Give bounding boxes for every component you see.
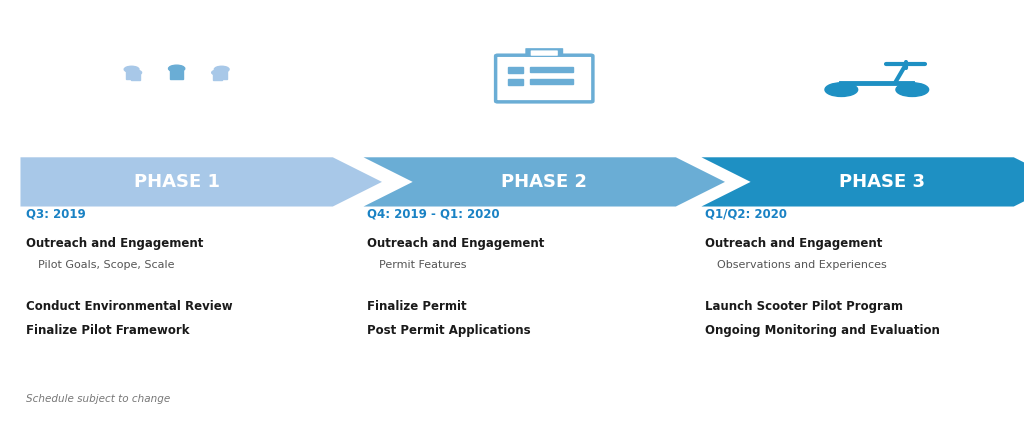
- Bar: [530, 79, 573, 84]
- Polygon shape: [701, 158, 1024, 207]
- Text: Outreach and Engagement: Outreach and Engagement: [26, 237, 203, 250]
- Bar: [216, 70, 227, 79]
- Text: Conduct Environmental Review: Conduct Environmental Review: [26, 300, 232, 313]
- Circle shape: [130, 70, 141, 75]
- Text: Launch Scooter Pilot Program: Launch Scooter Pilot Program: [705, 300, 902, 313]
- FancyBboxPatch shape: [525, 48, 563, 56]
- Text: Q1/Q2: 2020: Q1/Q2: 2020: [705, 208, 786, 220]
- Circle shape: [212, 70, 223, 75]
- Polygon shape: [364, 158, 725, 207]
- Text: Schedule subject to change: Schedule subject to change: [26, 395, 170, 404]
- Circle shape: [214, 66, 229, 72]
- Text: Observations and Experiences: Observations and Experiences: [717, 260, 887, 270]
- Text: Ongoing Monitoring and Evaluation: Ongoing Monitoring and Evaluation: [705, 324, 939, 336]
- Text: Q3: 2019: Q3: 2019: [26, 208, 85, 220]
- Bar: [170, 69, 183, 79]
- Text: Post Permit Applications: Post Permit Applications: [367, 324, 530, 336]
- Bar: [126, 70, 137, 79]
- Text: PHASE 2: PHASE 2: [502, 173, 587, 191]
- Bar: [131, 73, 140, 80]
- Bar: [530, 67, 573, 72]
- Circle shape: [169, 65, 184, 72]
- Bar: [213, 73, 222, 80]
- Circle shape: [825, 83, 858, 96]
- Text: Pilot Goals, Scope, Scale: Pilot Goals, Scope, Scale: [38, 260, 174, 270]
- Bar: [508, 79, 522, 85]
- Circle shape: [124, 66, 139, 72]
- Text: Finalize Permit: Finalize Permit: [367, 300, 466, 313]
- Text: Q4: 2019 - Q1: 2020: Q4: 2019 - Q1: 2020: [367, 208, 500, 220]
- FancyBboxPatch shape: [530, 51, 558, 56]
- Bar: [508, 67, 522, 73]
- Circle shape: [896, 83, 929, 96]
- Text: PHASE 3: PHASE 3: [840, 173, 925, 191]
- Text: Outreach and Engagement: Outreach and Engagement: [367, 237, 544, 250]
- Text: Permit Features: Permit Features: [379, 260, 466, 270]
- Text: Outreach and Engagement: Outreach and Engagement: [705, 237, 882, 250]
- Text: Finalize Pilot Framework: Finalize Pilot Framework: [26, 324, 189, 336]
- Polygon shape: [20, 158, 382, 207]
- Text: PHASE 1: PHASE 1: [134, 173, 219, 191]
